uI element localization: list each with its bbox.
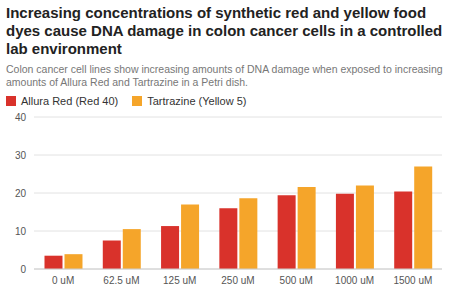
svg-text:20: 20 <box>15 188 27 199</box>
svg-text:0: 0 <box>20 264 26 275</box>
svg-text:1000 uM: 1000 uM <box>335 275 374 286</box>
html-text:Allura Red (Red 40): Allura Red (Red 40) <box>21 95 119 107</box>
svg-text:0 uM: 0 uM <box>52 275 74 286</box>
svg-text:30: 30 <box>15 150 27 161</box>
svg-text:62.5 uM: 62.5 uM <box>103 275 139 286</box>
svg-text:40: 40 <box>15 112 27 123</box>
html-text:Tartrazine (Yellow 5): Tartrazine (Yellow 5) <box>147 95 247 107</box>
html-text:Increasing concentrations of s: Increasing concentrations of synthetic r… <box>6 4 443 57</box>
svg-text:10: 10 <box>15 226 27 237</box>
svg-text:250 uM: 250 uM <box>221 275 254 286</box>
svg-text:500 uM: 500 uM <box>280 275 313 286</box>
html-text:Colon cancer cell lines show i: Colon cancer cell lines show increasing … <box>6 63 443 88</box>
svg-text:1500 uM: 1500 uM <box>393 275 432 286</box>
svg-text:125 uM: 125 uM <box>163 275 196 286</box>
